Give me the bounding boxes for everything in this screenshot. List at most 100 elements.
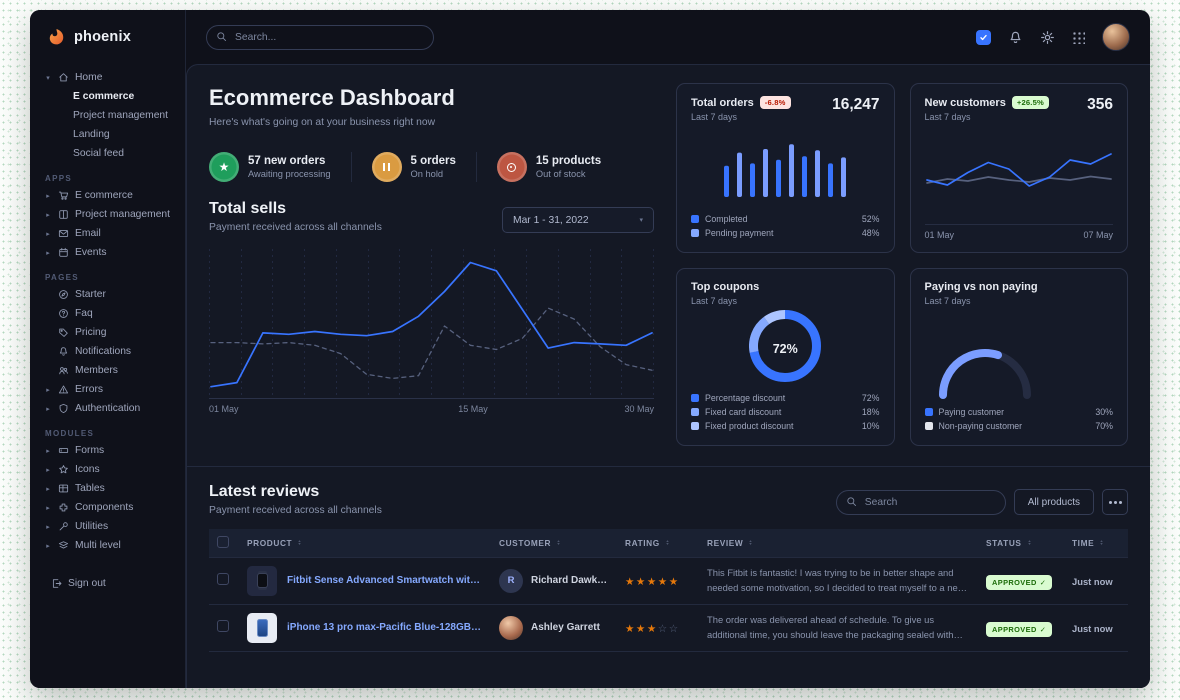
brand-logo[interactable]: phoenix bbox=[30, 10, 185, 64]
sidebar-item-icons[interactable]: ▸ Icons bbox=[38, 460, 177, 479]
calendar-icon bbox=[58, 247, 69, 258]
sidebar-item-landing[interactable]: Landing bbox=[38, 125, 177, 144]
sidebar-item-events[interactable]: ▸ Events bbox=[38, 243, 177, 262]
chevron-right-icon: ▸ bbox=[46, 249, 50, 257]
legend-swatch bbox=[691, 215, 699, 223]
rating-stars: ★★★☆☆ bbox=[625, 622, 680, 635]
sidebar-item-errors[interactable]: ▸ Errors bbox=[38, 380, 177, 399]
sign-out-icon bbox=[51, 578, 62, 589]
sidebar-item-authentication[interactable]: ▸ Authentication bbox=[38, 399, 177, 418]
brand-name: phoenix bbox=[74, 29, 131, 45]
pause-icon bbox=[371, 152, 402, 182]
column-header-rating[interactable]: RATING bbox=[625, 538, 691, 548]
theme-toggle-icon[interactable] bbox=[976, 29, 991, 45]
sort-icon bbox=[555, 538, 562, 547]
product-link[interactable]: Fitbit Sense Advanced Smartwatch with To… bbox=[287, 575, 483, 586]
stat-value: 5 orders bbox=[410, 155, 456, 167]
sidebar-item-social-feed[interactable]: Social feed bbox=[38, 144, 177, 163]
search-input[interactable] bbox=[206, 24, 434, 50]
total-sells-title: Total sells bbox=[209, 200, 287, 217]
stat-value: 15 products bbox=[535, 155, 602, 167]
status-badge: APPROVED ✓ bbox=[986, 574, 1053, 590]
time-value: Just now bbox=[1072, 575, 1113, 587]
column-header-time[interactable]: TIME bbox=[1072, 538, 1120, 548]
row-checkbox[interactable] bbox=[217, 572, 229, 585]
sidebar-item-forms[interactable]: ▸ Forms bbox=[38, 441, 177, 460]
sidebar-item-label: Errors bbox=[75, 384, 104, 395]
page-title: Ecommerce Dashboard bbox=[209, 85, 455, 110]
sidebar-item-multi-level[interactable]: ▸ Multi level bbox=[38, 536, 177, 555]
row-checkbox[interactable] bbox=[217, 619, 229, 632]
product-link[interactable]: iPhone 13 pro max-Pacific Blue-128GB sto… bbox=[287, 622, 483, 633]
reviews-controls: All products bbox=[835, 489, 1128, 515]
x-tick: 30 May bbox=[624, 404, 654, 414]
reviews-title: Latest reviews bbox=[209, 483, 320, 500]
sidebar-item-label: Home bbox=[75, 72, 103, 83]
notifications-bell-icon[interactable] bbox=[1008, 30, 1023, 45]
reviews-search-input[interactable] bbox=[835, 489, 1006, 515]
column-header-status[interactable]: STATUS bbox=[986, 538, 1056, 548]
sidebar-item-label: Faq bbox=[75, 308, 93, 319]
sidebar-item-label: Email bbox=[75, 228, 101, 239]
paying-gauge-chart bbox=[925, 306, 1114, 405]
select-all-checkbox[interactable] bbox=[217, 535, 229, 548]
sidebar-item-pricing[interactable]: Pricing bbox=[38, 323, 177, 342]
check-icon: ✓ bbox=[1039, 577, 1047, 587]
sort-icon bbox=[296, 538, 303, 547]
sidebar-item-notifications[interactable]: Notifications bbox=[38, 342, 177, 361]
table-row: Fitbit Sense Advanced Smartwatch with To… bbox=[209, 557, 1128, 605]
customer-avatar bbox=[499, 615, 523, 640]
legend-label: Fixed product discount bbox=[705, 421, 794, 431]
sidebar-section-apps: APPS bbox=[45, 174, 72, 183]
sidebar-item-apps-project-management[interactable]: ▸ Project management bbox=[38, 205, 177, 224]
sidebar-item-utilities[interactable]: ▸ Utilities bbox=[38, 517, 177, 536]
column-header-product[interactable]: PRODUCT bbox=[247, 538, 483, 548]
sidebar-item-email[interactable]: ▸ Email bbox=[38, 224, 177, 243]
table-icon bbox=[58, 483, 69, 494]
top-coupons-donut-chart: 72% bbox=[691, 306, 880, 391]
sidebar-item-label: Forms bbox=[75, 445, 105, 456]
sign-out-button[interactable]: Sign out bbox=[38, 573, 177, 593]
chevron-right-icon: ▸ bbox=[46, 485, 50, 493]
legend-swatch bbox=[691, 229, 699, 237]
stat-caption: On hold bbox=[410, 169, 444, 179]
settings-gear-icon[interactable] bbox=[1040, 30, 1055, 45]
date-range-select[interactable]: Mar 1 - 31, 2022 ▾ bbox=[502, 207, 654, 233]
sidebar-item-label: Pricing bbox=[75, 327, 107, 338]
apps-grid-icon[interactable] bbox=[1072, 30, 1085, 44]
legend-label: Non-paying customer bbox=[938, 421, 1023, 431]
column-header-review[interactable]: REVIEW bbox=[707, 538, 970, 548]
sidebar-item-label: Components bbox=[75, 502, 134, 513]
more-options-button[interactable] bbox=[1102, 489, 1128, 515]
sidebar-item-home[interactable]: ▾ Home bbox=[38, 68, 177, 87]
sidebar-item-components[interactable]: ▸ Components bbox=[38, 498, 177, 517]
new-customers-card: New customers +26.5% Last 7 days 356 01 … bbox=[909, 83, 1128, 253]
total-orders-card: Total orders -6.8% Last 7 days 16,247 Co… bbox=[676, 83, 895, 253]
legend-label: Fixed card discount bbox=[705, 407, 782, 417]
warning-triangle-icon bbox=[58, 384, 69, 395]
chevron-right-icon: ▸ bbox=[46, 504, 50, 512]
sidebar-item-members[interactable]: Members bbox=[38, 361, 177, 380]
sidebar-item-project-management-dashboard[interactable]: Project management bbox=[38, 106, 177, 125]
kpi-cards: Total orders -6.8% Last 7 days 16,247 Co… bbox=[676, 83, 1128, 446]
total-orders-legend: Completed 52% Pending payment 48% bbox=[691, 212, 880, 240]
customer-avatar: R bbox=[499, 568, 523, 593]
legend-value: 48% bbox=[861, 228, 880, 238]
sidebar-item-starter[interactable]: Starter bbox=[38, 285, 177, 304]
star-medal-icon: ★ bbox=[209, 152, 239, 182]
chevron-right-icon: ▸ bbox=[46, 230, 50, 238]
paying-legend: Paying customer 30% Non-paying customer 70… bbox=[924, 405, 1113, 433]
stat-new-orders: ★ 57 new orders Awaiting processing bbox=[209, 152, 351, 182]
legend-swatch bbox=[691, 394, 699, 402]
column-header-customer[interactable]: CUSTOMER bbox=[499, 538, 609, 548]
sidebar-item-apps-ecommerce[interactable]: ▸ E commerce bbox=[38, 186, 177, 205]
all-products-filter-button[interactable]: All products bbox=[1013, 489, 1094, 515]
compass-icon bbox=[58, 289, 69, 300]
sidebar-item-ecommerce-dashboard[interactable]: E commerce bbox=[38, 87, 177, 106]
sidebar-item-faq[interactable]: Faq bbox=[38, 304, 177, 323]
sidebar-item-tables[interactable]: ▸ Tables bbox=[38, 479, 177, 498]
sort-icon bbox=[664, 538, 671, 547]
stat-orders-on-hold: 5 orders On hold bbox=[350, 152, 476, 182]
user-avatar[interactable] bbox=[1102, 23, 1130, 51]
